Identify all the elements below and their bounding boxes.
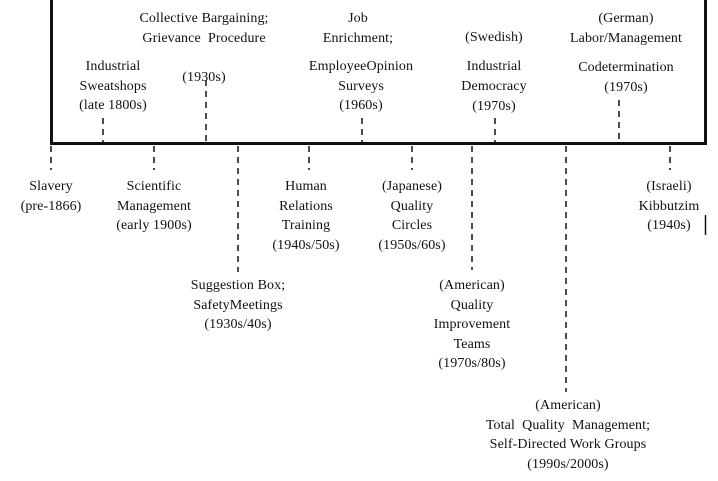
- label-line: Improvement: [433, 317, 511, 333]
- label-line: Quality: [450, 297, 494, 313]
- label-line: Slavery: [29, 179, 73, 194]
- label-line: Grievance Procedure: [142, 30, 266, 46]
- label-line: (1970s): [604, 79, 648, 95]
- label-american-tqm: (American) Total Quality Management; Sel…: [486, 396, 650, 474]
- label-line: Industrial: [85, 59, 141, 74]
- label-industrial-sweatshops: Industrial Sweatshops (late 1800s): [79, 57, 147, 116]
- label-line: (Israeli): [646, 179, 692, 194]
- timeline-axis: [50, 0, 707, 145]
- label-german-codetermination: (German) Labor/Management Codeterminatio…: [570, 9, 682, 97]
- label-line: Surveys: [338, 78, 384, 94]
- label-line: (Japanese): [381, 179, 443, 194]
- label-line: (1930s/40s): [204, 317, 272, 333]
- label-line: [570, 48, 682, 58]
- label-line: Total Quality Management;: [485, 417, 651, 433]
- label-line: (1960s): [339, 98, 383, 114]
- label-slavery: Slavery (pre-1866): [21, 177, 82, 216]
- label-line: (1970s/80s): [438, 356, 506, 372]
- label-line: Sweatshops: [79, 78, 147, 94]
- label-swedish-industrial-democracy: (Swedish) Industrial Democracy (1970s): [461, 28, 526, 116]
- label-line: SafetyMeetings: [193, 297, 283, 313]
- label-line: Labor/Management: [569, 30, 683, 46]
- label-line: Relations: [279, 198, 333, 214]
- label-line: Job: [348, 11, 368, 26]
- label-line: Scientific: [126, 179, 182, 194]
- label-line: Management: [116, 198, 192, 214]
- label-scientific-management: Scientific Management (early 1900s): [116, 177, 192, 236]
- label-japanese-quality-circles: (Japanese) Quality Circles (1950s/60s): [378, 177, 445, 255]
- label-line: (1990s/2000s): [527, 456, 609, 472]
- label-line: Industrial: [466, 59, 522, 75]
- label-line: (1940s): [647, 218, 691, 234]
- label-human-relations-training: Human Relations Training (1940s/50s): [272, 177, 339, 255]
- label-line: (late 1800s): [79, 98, 147, 114]
- label-line: Quality: [390, 198, 434, 214]
- label-american-quality-improvement-teams: (American) Quality Improvement Teams (19…: [434, 276, 511, 374]
- label-line: EmployeeOpinion: [308, 59, 414, 74]
- label-israeli-kibbutzim: (Israeli) Kibbutzim (1940s): [639, 177, 700, 236]
- label-line: [139, 48, 268, 68]
- label-line: Democracy: [461, 78, 527, 94]
- label-line: (1940s/50s): [272, 237, 340, 253]
- label-suggestion-box: Suggestion Box; SafetyMeetings (1930s/40…: [191, 276, 285, 335]
- label-line: (early 1900s): [116, 218, 192, 234]
- label-line: Kibbutzim: [638, 198, 700, 214]
- label-line: Teams: [453, 336, 491, 352]
- label-line: (Swedish): [465, 30, 523, 45]
- label-line: Suggestion Box;: [190, 278, 286, 293]
- label-line: Circles: [391, 218, 433, 234]
- label-line: (American): [535, 398, 601, 413]
- label-line: Codetermination: [578, 59, 674, 75]
- label-line: [461, 48, 526, 58]
- label-line: Training: [281, 218, 331, 234]
- label-employee-opinion-surveys: EmployeeOpinion Surveys (1960s): [309, 57, 413, 116]
- label-job-enrichment: Job Enrichment;: [323, 9, 393, 48]
- label-line: (American): [439, 278, 505, 293]
- label-collective-bargaining: Collective Bargaining; Grievance Procedu…: [139, 9, 268, 87]
- label-line: Self-Directed Work Groups: [489, 437, 647, 453]
- label-line: Enrichment;: [322, 30, 394, 46]
- label-line: Human: [285, 179, 327, 194]
- label-line: (1930s): [182, 69, 226, 85]
- label-line: (1970s): [472, 98, 516, 114]
- label-line: (1950s/60s): [378, 237, 446, 253]
- label-line: (German): [598, 11, 654, 26]
- label-line: Collective Bargaining;: [139, 11, 269, 26]
- label-line: (pre-1866): [20, 198, 82, 214]
